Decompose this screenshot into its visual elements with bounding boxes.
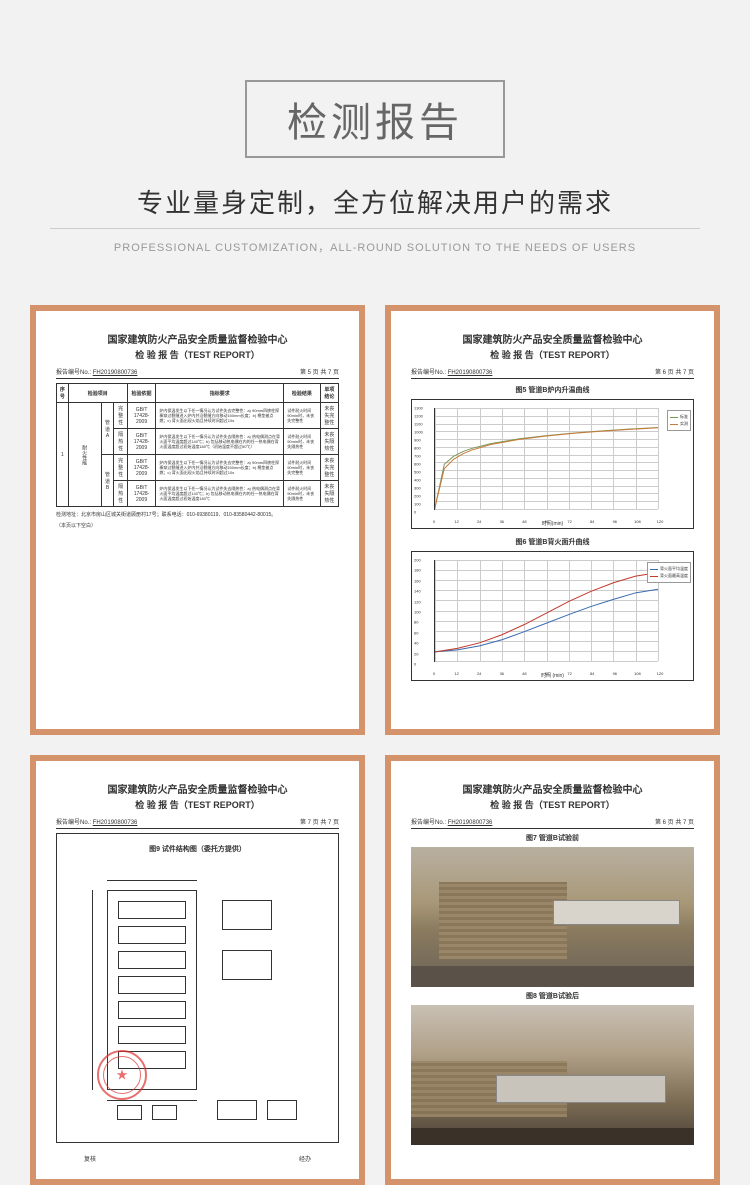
certificate-4: 国家建筑防火产品安全质量监督检验中心 检 验 报 告（TEST REPORT） … bbox=[385, 755, 720, 1185]
paper-4: 国家建筑防火产品安全质量监督检验中心 检 验 报 告（TEST REPORT） … bbox=[399, 769, 706, 1171]
certificate-2: 国家建筑防火产品安全质量监督检验中心 检 验 报 告（TEST REPORT） … bbox=[385, 305, 720, 735]
chart-backfire-temp: 0204060801001201401601802000122436486072… bbox=[411, 551, 694, 681]
chart-furnace-temp: 0100200300400500600700800900100011001200… bbox=[411, 399, 694, 529]
divider bbox=[50, 228, 700, 229]
subtitle: 专业量身定制，全方位解决用户的需求 bbox=[0, 183, 750, 220]
paper-3: 国家建筑防火产品安全质量监督检验中心 检 验 报 告（TEST REPORT） … bbox=[44, 769, 351, 1171]
sig-review: 复核 bbox=[84, 1154, 96, 1163]
header-section: 检测报告 专业量身定制，全方位解决用户的需求 PROFESSIONAL CUST… bbox=[0, 0, 750, 275]
official-stamp bbox=[97, 1050, 147, 1100]
chart2-title: 图6 管道B背火面升曲线 bbox=[411, 537, 694, 547]
certificate-3: 国家建筑防火产品安全质量监督检验中心 检 验 报 告（TEST REPORT） … bbox=[30, 755, 365, 1185]
footer-blank: （本页以下空白） bbox=[56, 522, 339, 529]
chart1-title: 图5 管道B炉内升温曲线 bbox=[411, 385, 694, 395]
table-row: 1耐火性能管道A完整性GB/T 17428-2009炉内保温发生以下任一情况认为… bbox=[57, 403, 339, 429]
en-subtitle: PROFESSIONAL CUSTOMIZATION，ALL-ROUND SOL… bbox=[0, 239, 750, 255]
title-box: 检测报告 bbox=[245, 80, 505, 158]
test-photo-before bbox=[411, 847, 694, 987]
certificate-1: 国家建筑防火产品安全质量监督检验中心 检 验 报 告（TEST REPORT） … bbox=[30, 305, 365, 735]
main-title: 检测报告 bbox=[287, 101, 463, 145]
paper-1: 国家建筑防火产品安全质量监督检验中心 检 验 报 告（TEST REPORT） … bbox=[44, 319, 351, 721]
certificates-grid: 国家建筑防火产品安全质量监督检验中心 检 验 报 告（TEST REPORT） … bbox=[0, 275, 750, 1185]
paper-2: 国家建筑防火产品安全质量监督检验中心 检 验 报 告（TEST REPORT） … bbox=[399, 319, 706, 721]
report-number-row: 报告编号No.: FH20190800736 第 5 页 共 7 页 bbox=[56, 367, 339, 379]
footer-address: 检测地址：北京市房山区城关街道顾册村17号；联系电话：010-69380119、… bbox=[56, 511, 339, 518]
technical-diagram: 图9 试件结构图（委托方提供） bbox=[56, 833, 339, 1143]
report-title: 检 验 报 告（TEST REPORT） bbox=[56, 348, 339, 361]
test-table: 序号检验项目检验依据指标要求检验结果单项结论 1耐火性能管道A完整性GB/T 1… bbox=[56, 383, 339, 507]
test-photo-after bbox=[411, 1005, 694, 1145]
sig-handler: 经办 bbox=[299, 1154, 311, 1163]
org-name: 国家建筑防火产品安全质量监督检验中心 bbox=[56, 331, 339, 346]
